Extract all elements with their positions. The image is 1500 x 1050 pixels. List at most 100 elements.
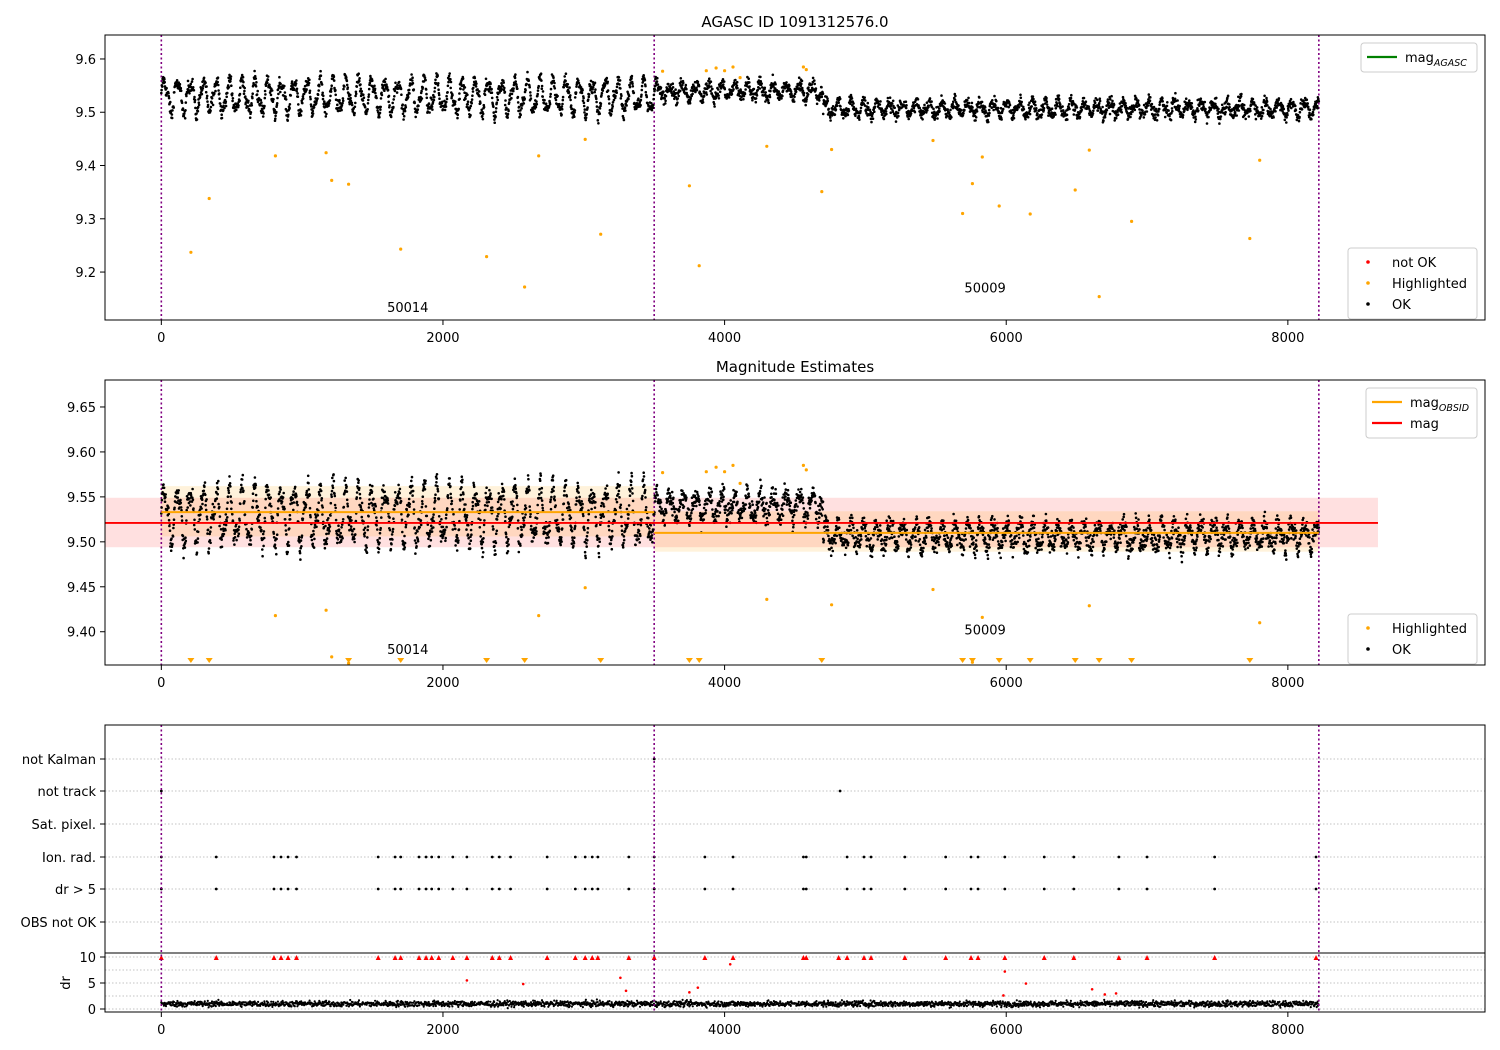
dr-outlier-point: [1103, 993, 1107, 996]
estimates-clipped-marker: [818, 658, 826, 663]
flag-mark: [969, 855, 973, 859]
flag-mark: [272, 887, 276, 891]
agasc-xtick-label: 4000: [708, 331, 741, 346]
dr-clipped-marker: [1002, 955, 1008, 960]
flag-mark: [838, 789, 842, 793]
flag-mark: [583, 855, 587, 859]
dr-clipped-marker: [861, 955, 867, 960]
flag-mark: [731, 855, 735, 859]
flag-mark: [437, 887, 441, 891]
flag-mark: [969, 887, 973, 891]
dr-clipped-marker: [464, 955, 470, 960]
flag-mark: [845, 855, 849, 859]
estimates-xtick-label: 4000: [708, 676, 741, 691]
agasc-legend-bottom-entry-label: Highlighted: [1392, 277, 1467, 292]
dr-ytick-label: 5: [88, 977, 96, 992]
dr-clipped-marker: [375, 955, 381, 960]
estimates-ytick-label: 9.60: [67, 446, 96, 461]
dr-outlier-point: [728, 962, 732, 966]
flag-mark: [596, 887, 600, 891]
flag-mark: [545, 855, 549, 859]
estimates-legend-bottom-entry-label: OK: [1392, 643, 1411, 658]
estimates-clipped-marker: [345, 658, 353, 663]
dr-clipped-marker: [1212, 955, 1218, 960]
dr-clipped-marker: [595, 955, 601, 960]
estimates-clipped-marker: [685, 658, 693, 663]
flag-mark: [430, 887, 434, 891]
dr-clipped-marker: [392, 955, 398, 960]
flag-mark: [214, 887, 218, 891]
flag-mark: [703, 855, 707, 859]
flag-mark: [286, 887, 290, 891]
flag-mark: [590, 887, 594, 891]
flag-mark: [509, 887, 512, 891]
magnitude-estimates-marks: 0 2000 4000 6000 8000 9.40 9.45 9.50 9.55 9.60 9.6…: [67, 380, 1378, 691]
flag-mark: [490, 855, 494, 859]
flag-mark: [399, 855, 403, 859]
estimates-clipped-marker: [483, 658, 491, 663]
dr-clipped-marker: [271, 955, 277, 960]
dr-clipped-marker: [429, 955, 435, 960]
flags-xtick-label: 0: [157, 1023, 165, 1038]
estimates-ytick-label: 9.65: [67, 401, 96, 416]
dr-clipped-marker: [496, 955, 502, 960]
dr-outlier-point: [521, 982, 525, 986]
estimates-clipped-marker: [521, 658, 529, 663]
estimates-clipped-marker: [1246, 658, 1254, 663]
agasc-panel-marks: 0 2000 4000 6000 8000 9.2 9.3 9.4 9.5 9.6 50014 500…: [75, 35, 1321, 346]
flag-mark: [1213, 887, 1217, 891]
dr-clipped-marker: [844, 955, 850, 960]
dr-clipped-marker: [702, 955, 708, 960]
agasc-ok-points: [160, 69, 1321, 125]
flag-mark: [573, 887, 577, 891]
dr-outlier-point: [688, 991, 691, 994]
dr-clipped-marker: [294, 955, 300, 960]
estimates-ytick-label: 9.45: [67, 581, 96, 596]
dr-clipped-marker: [1041, 955, 1047, 960]
flag-mark: [802, 855, 805, 859]
flag-mark: [497, 855, 501, 859]
flag-mark: [545, 887, 549, 891]
flag-mark: [159, 789, 163, 793]
dr-clipped-marker: [975, 955, 981, 960]
flag-mark: [1117, 887, 1121, 891]
dr-outlier-point: [1090, 987, 1094, 991]
estimates-legend-top-box: [1365, 387, 1478, 439]
magnitude-estimates-frame: [104, 379, 1486, 666]
flag-mark: [393, 855, 397, 859]
dr-clipped-marker: [626, 955, 632, 960]
dr-clipped-marker: [651, 955, 657, 960]
agasc-panel-frame: [104, 34, 1486, 321]
magnitude-estimates-legend-bottom: Highlighted OK: [1347, 613, 1478, 665]
estimates-xtick-label: 2000: [426, 676, 459, 691]
flag-mark: [286, 855, 290, 859]
agasc-xtick-label: 0: [157, 331, 165, 346]
dr-outlier-point: [1003, 970, 1007, 973]
estimates-clipped-marker: [968, 658, 976, 663]
flag-mark: [869, 887, 873, 891]
dr-clipped-marker: [278, 955, 284, 960]
estimates-clipped-marker: [205, 658, 213, 663]
flag-mark: [802, 887, 805, 891]
flag-mark: [490, 887, 494, 891]
flag-mark: [1314, 887, 1318, 891]
dr-clipped-marker: [423, 955, 429, 960]
dr-clipped-marker: [398, 955, 404, 960]
agasc-xtick-label: 6000: [990, 331, 1023, 346]
agasc-legend-bottom-swatch: [1366, 281, 1370, 285]
dr-clipped-marker: [1071, 955, 1077, 960]
flags-xtick-label: 8000: [1271, 1023, 1304, 1038]
flag-mark: [703, 887, 707, 891]
flag-mark: [1117, 855, 1121, 859]
flag-row-label: not Kalman: [22, 753, 96, 768]
estimates-clipped-marker: [1128, 658, 1136, 663]
flags-xtick-label: 6000: [990, 1023, 1023, 1038]
agasc-legend-bottom-entry-label: OK: [1392, 298, 1411, 313]
dr-clipped-marker: [489, 955, 495, 960]
agasc-legend-bottom: not OK Highlighted OK: [1347, 247, 1478, 320]
flag-mark: [393, 887, 397, 891]
dr-clipped-marker: [902, 955, 908, 960]
dr-clipped-marker: [968, 955, 974, 960]
flag-row-label: OBS not OK: [21, 916, 97, 931]
